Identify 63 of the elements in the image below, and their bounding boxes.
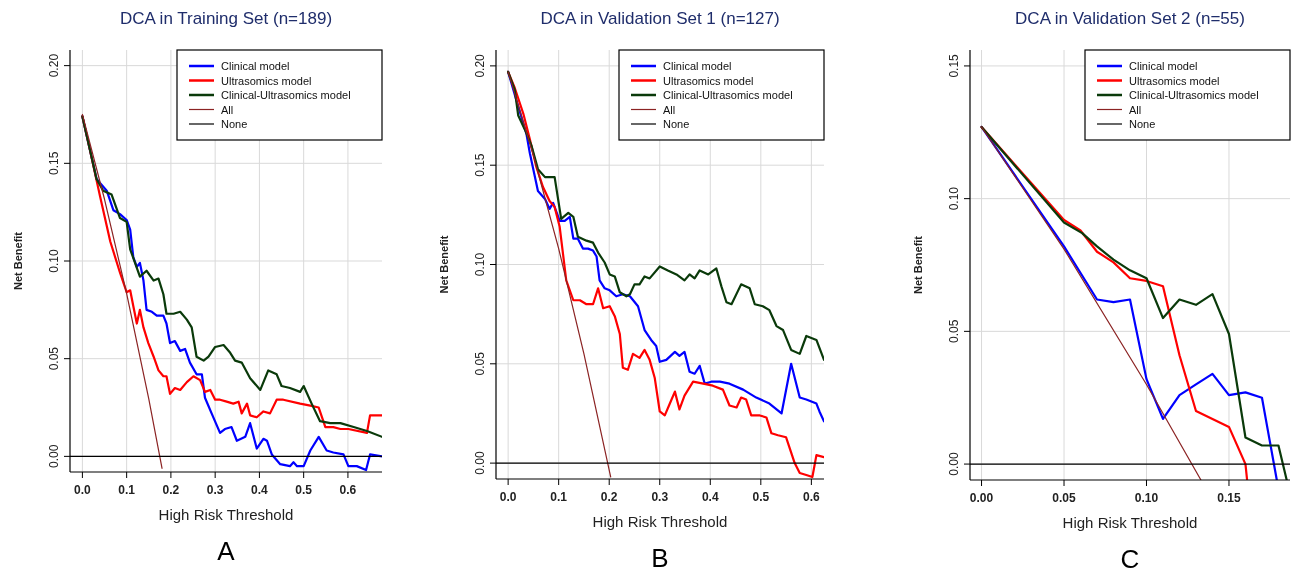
x-axis-title: High Risk Threshold bbox=[1062, 514, 1198, 531]
x-tick-label: 0.15 bbox=[1217, 491, 1241, 505]
y-axis-title: Net Benefit bbox=[12, 231, 24, 291]
y-tick-label: 0.20 bbox=[473, 53, 487, 78]
legend-label: Clinical model bbox=[221, 60, 290, 72]
legend-label: Clinical model bbox=[663, 60, 732, 72]
y-tick-label: 0.05 bbox=[947, 319, 961, 344]
legend-label: None bbox=[221, 118, 248, 130]
x-axis-title: High Risk Threshold bbox=[592, 513, 728, 530]
legend-label: All bbox=[221, 103, 234, 116]
x-tick-label: 0.0 bbox=[74, 483, 92, 497]
legend-label: Clinical-Ultrasomics model bbox=[1129, 89, 1259, 101]
legend-label: Ultrasomics model bbox=[663, 74, 754, 87]
legend-label: Clinical-Ultrasomics model bbox=[221, 89, 351, 101]
legend-label: None bbox=[1129, 118, 1156, 130]
text: B bbox=[651, 543, 669, 573]
y-tick-label: 0.20 bbox=[47, 53, 61, 78]
chart-title: DCA in Validation Set 1 (n=127) bbox=[540, 9, 780, 28]
legend-label: Clinical model bbox=[1129, 60, 1198, 72]
x-tick-label: 0.00 bbox=[969, 491, 994, 505]
x-tick-label: 0.0 bbox=[499, 490, 517, 504]
legend-label: Ultrasomics model bbox=[221, 74, 312, 87]
y-tick-label: 0.10 bbox=[473, 252, 487, 277]
chart-title: DCA in Training Set (n=189) bbox=[119, 9, 333, 28]
line-series bbox=[980, 126, 1202, 480]
legend-label: None bbox=[663, 118, 690, 130]
y-axis-title: Net Benefit bbox=[912, 235, 924, 295]
y-axis-title: Net Benefit bbox=[438, 235, 450, 294]
x-tick-label: 0.2 bbox=[600, 490, 618, 504]
line-series bbox=[507, 70, 824, 361]
legend-label: Clinical-Ultrasomics model bbox=[663, 89, 793, 101]
x-axis-title: High Risk Threshold bbox=[158, 506, 294, 523]
x-tick-label: 0.10 bbox=[1134, 491, 1159, 505]
x-tick-label: 0.3 bbox=[651, 490, 669, 504]
line-series bbox=[507, 71, 612, 478]
x-tick-label: 0.4 bbox=[701, 490, 719, 504]
x-tick-label: 0.1 bbox=[550, 490, 568, 504]
text: C bbox=[1120, 544, 1140, 573]
legend-label: All bbox=[663, 103, 676, 116]
y-tick-label: 0.05 bbox=[47, 346, 61, 371]
x-tick-label: 0.4 bbox=[251, 483, 269, 497]
line-series bbox=[81, 113, 163, 469]
x-tick-label: 0.5 bbox=[295, 483, 313, 497]
x-tick-label: 0.2 bbox=[162, 483, 180, 497]
text: A bbox=[217, 536, 236, 566]
legend-label: All bbox=[1129, 103, 1142, 116]
x-tick-label: 0.6 bbox=[339, 483, 357, 497]
x-tick-label: 0.6 bbox=[803, 490, 821, 504]
chart-title: DCA in Validation Set 2 (n=55) bbox=[1015, 9, 1245, 28]
legend-label: Ultrasomics model bbox=[1129, 74, 1220, 87]
x-tick-label: 0.5 bbox=[752, 490, 770, 504]
x-tick-label: 0.05 bbox=[1052, 491, 1077, 505]
y-tick-label: 0.00 bbox=[947, 452, 961, 476]
x-tick-label: 0.3 bbox=[206, 483, 224, 497]
y-tick-label: 0.00 bbox=[47, 444, 61, 469]
y-tick-label: 0.10 bbox=[47, 249, 61, 273]
y-tick-label: 0.15 bbox=[947, 53, 961, 78]
y-tick-label: 0.00 bbox=[473, 451, 487, 475]
x-tick-label: 0.1 bbox=[118, 483, 136, 497]
y-tick-label: 0.15 bbox=[47, 151, 61, 175]
y-tick-label: 0.05 bbox=[473, 351, 487, 376]
y-tick-label: 0.15 bbox=[473, 153, 487, 177]
y-tick-label: 0.10 bbox=[947, 186, 961, 211]
